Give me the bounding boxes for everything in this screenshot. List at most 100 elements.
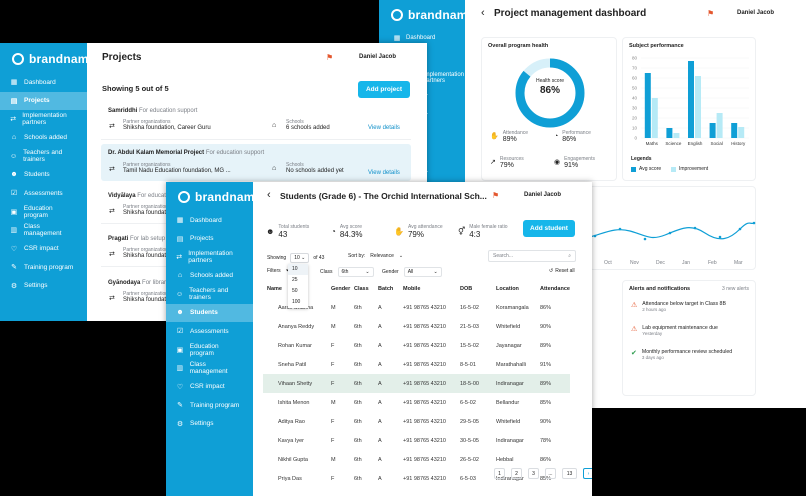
column-header[interactable]: Attendance	[540, 286, 570, 292]
legend-swatch-improvement	[671, 166, 676, 172]
window-dashboard: brandname ▦ Dashboard Implementation part…	[379, 0, 806, 408]
table-cell: 6th	[354, 475, 362, 482]
page-button[interactable]: 13	[562, 468, 577, 479]
gender-filter[interactable]: Gender All ⌄	[382, 267, 442, 277]
sidebar-item-assessments[interactable]: ☑ Assessments	[10, 189, 63, 198]
notification-icon[interactable]: ⚑	[492, 191, 500, 200]
sidebar-item-training[interactable]: ✎ Training program	[11, 263, 74, 272]
next-page-icon[interactable]: ›	[583, 468, 592, 479]
search-input[interactable]: Search... ⌕	[488, 250, 576, 262]
view-details-link[interactable]: View details	[368, 170, 400, 176]
reset-all-button[interactable]: ↺ Reset all	[549, 268, 575, 274]
alert-item[interactable]: ⚠ Attendance below target in Class 8B 2 h…	[631, 301, 726, 312]
dropdown-option[interactable]: 100	[292, 299, 301, 305]
sidebar-item-dashboard[interactable]: ▦ Dashboard	[393, 35, 436, 42]
table-row[interactable]: Vihaan Shetty F 6th A +91 98765 43210 18-5-00…	[263, 374, 570, 393]
table-row[interactable]: Aditya Rao F 6th A +91 98765 43210 29-5-05 Whi…	[263, 412, 570, 431]
sidebar-item-education[interactable]: ▣ Education program	[176, 342, 219, 357]
sidebar-item-implementation[interactable]: ⇄ Implementation partners	[10, 112, 67, 127]
dropdown-option[interactable]: 10	[288, 264, 308, 275]
column-header[interactable]: Batch	[378, 286, 394, 292]
sidebar-item-projects[interactable]: ▤ Projects	[176, 235, 214, 243]
back-icon[interactable]: ‹	[481, 7, 485, 19]
sidebar-item-implementation[interactable]: Implementation partners	[423, 72, 465, 84]
sidebar-item-schools[interactable]: ⌂ Schools added	[11, 134, 68, 142]
dashboard-icon: ▦	[176, 217, 184, 225]
brand-logo[interactable]: brandname	[12, 52, 95, 66]
add-student-button[interactable]: Add student	[523, 220, 575, 237]
table-cell: A	[378, 475, 382, 482]
table-row[interactable]: Ananya Reddy M 6th A +91 98765 43210 21-5-03 W…	[263, 317, 570, 336]
page-button[interactable]: 3	[528, 468, 539, 479]
user-name[interactable]: Daniel Jacob	[737, 10, 775, 16]
table-row[interactable]: Rohan Kumar F 6th A +91 98765 43210 15-5-02 Ja…	[263, 336, 570, 355]
filters-row: Filters⏷	[267, 268, 290, 274]
sidebar-item-schools[interactable]: ⌂ Schools added	[177, 272, 234, 280]
class-filter[interactable]: Class 6th ⌄	[320, 267, 374, 277]
table-cell: Indiranagar	[496, 374, 540, 393]
table-cell: 6th	[354, 418, 362, 425]
sidebar-item-projects[interactable]: ▤ Projects	[0, 91, 87, 110]
sidebar-item-csr[interactable]: ♡ CSR impact	[10, 245, 59, 253]
brand-logo[interactable]: brandname	[178, 190, 261, 204]
column-header[interactable]: Gender	[331, 286, 351, 292]
trend-card: Oct Nov Dec Jan Feb Mar	[589, 186, 756, 270]
partner-icon: ⇄	[109, 208, 115, 215]
dashboard-icon: ▦	[10, 79, 18, 87]
page-button[interactable]: ...	[545, 468, 556, 479]
sidebar-item-training[interactable]: ✎ Training program	[177, 401, 240, 410]
user-name[interactable]: Daniel Jacob	[524, 192, 562, 198]
column-header[interactable]: DOB	[460, 286, 473, 292]
sidebar-item-implementation[interactable]: ⇄ Implementation partners	[176, 250, 233, 265]
table-header: Name Gender Class Batch Mobile DOB Locat…	[263, 280, 570, 298]
table-cell: A	[378, 342, 382, 349]
sort-control[interactable]: Sort by: Relevance ⌄	[348, 253, 404, 259]
sidebar-item-class[interactable]: ▥ Class management	[176, 361, 228, 376]
table-row[interactable]: Sneha Patil F 6th A +91 98765 43210 8-5-01 Mar…	[263, 355, 570, 374]
sidebar-item-teachers[interactable]: ☺ Teachers and trainers	[10, 149, 63, 164]
column-header[interactable]: Name	[267, 286, 282, 292]
project-card[interactable]: Dr. Abdul Kalam Memorial Project For edu…	[101, 144, 411, 181]
showing-select[interactable]: 10 ⌄	[290, 253, 310, 263]
filter-icon[interactable]: ⏷	[286, 268, 290, 274]
table-row[interactable]: Ishita Menon M 6th A +91 98765 43210 6-5-02 Be…	[263, 393, 570, 412]
page-button[interactable]: 2	[511, 468, 522, 479]
sidebar-item-settings[interactable]: ⚙ Settings	[176, 420, 214, 428]
add-project-button[interactable]: Add project	[358, 81, 410, 98]
dropdown-option[interactable]: 25	[292, 277, 298, 283]
dropdown-option[interactable]: 50	[292, 288, 298, 294]
project-card[interactable]: Samriddhi For education support ⇄ Partne…	[101, 103, 411, 140]
sidebar-item-education[interactable]: ▣ Education program	[10, 204, 53, 219]
table-row[interactable]: Kavya Iyer F 6th A +91 98765 43210 30-5-05 Ind…	[263, 431, 570, 450]
notification-icon[interactable]: ⚑	[326, 53, 334, 62]
calendar-icon: ▥	[176, 365, 184, 373]
column-header[interactable]: Location	[496, 286, 519, 292]
sidebar-item-settings[interactable]: ⚙ Settings	[10, 282, 48, 290]
sidebar-item-dashboard[interactable]: ▦ Dashboard	[10, 78, 56, 87]
alert-item[interactable]: ✔ Monthly performance review scheduled 3 …	[631, 349, 733, 360]
user-name[interactable]: Daniel Jacob	[359, 54, 397, 60]
table-cell: A	[378, 323, 382, 330]
table-cell: 85%	[540, 399, 552, 406]
column-header[interactable]: Class	[354, 286, 369, 292]
sidebar-item-students[interactable]: ☻ Students	[166, 303, 253, 322]
view-details-link[interactable]: View details	[368, 125, 400, 131]
sidebar-item-dashboard[interactable]: ▦ Dashboard	[176, 216, 222, 225]
sidebar-item-class[interactable]: ▥ Class management	[10, 223, 62, 238]
sidebar-item-assessments[interactable]: ☑ Assessments	[176, 327, 229, 336]
page-button[interactable]: 1	[494, 468, 505, 479]
brand-logo[interactable]: brandname	[391, 8, 474, 22]
alert-item[interactable]: ⚠ Lab equipment maintenance due Yesterday	[631, 325, 718, 336]
sidebar-item-students[interactable]: ☻ Students	[10, 171, 50, 179]
health-card: Overall program health Health score 86% …	[481, 37, 617, 181]
sidebar-item-teachers[interactable]: ☺ Teachers and trainers	[176, 287, 229, 302]
metric-engagements: ◉ Engagements 91%	[554, 155, 595, 169]
notification-icon[interactable]: ⚑	[707, 9, 715, 18]
back-icon[interactable]: ‹	[267, 189, 271, 201]
table-cell: 6th	[354, 456, 362, 463]
column-header[interactable]: Mobile	[403, 286, 421, 292]
project-card[interactable]: Gyānodaya For library ⇄ Partner organiza…	[108, 280, 175, 303]
table-row[interactable]: Aarav SharmaM6thA+91 98765 4321016-5-02K…	[263, 298, 570, 317]
table-row[interactable]: Nikhil Gupta M 6th A +91 98765 43210 26-5-02 H…	[263, 450, 570, 469]
sidebar-item-csr[interactable]: ♡ CSR impact	[176, 383, 225, 391]
